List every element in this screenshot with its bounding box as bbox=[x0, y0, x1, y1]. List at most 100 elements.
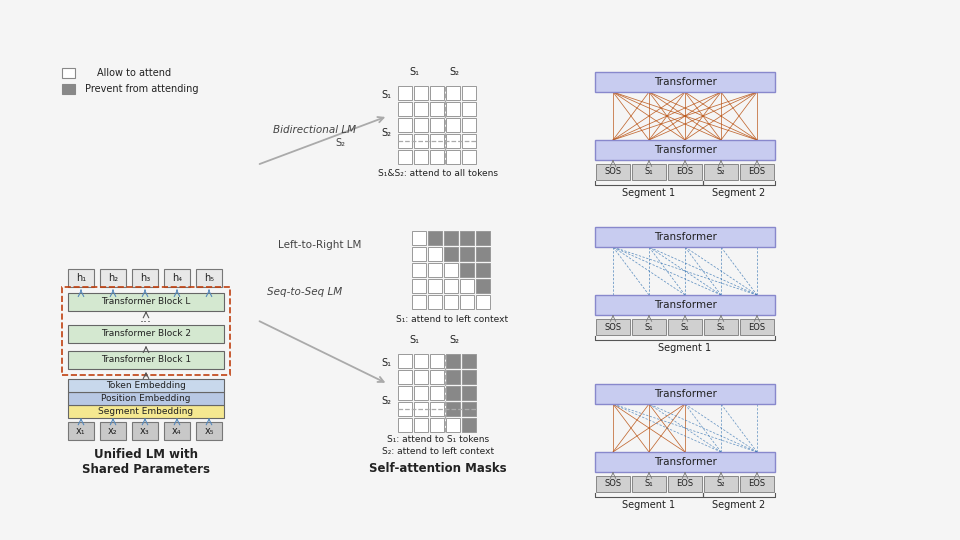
Bar bbox=[62, 287, 230, 375]
Text: S₁: S₁ bbox=[645, 167, 654, 177]
Bar bbox=[460, 231, 474, 245]
Text: x₂: x₂ bbox=[108, 426, 118, 436]
Bar bbox=[414, 402, 428, 416]
Bar bbox=[414, 386, 428, 400]
Bar bbox=[398, 370, 412, 384]
Bar bbox=[595, 72, 775, 92]
Bar bbox=[446, 386, 460, 400]
Bar bbox=[428, 247, 442, 261]
Bar bbox=[398, 402, 412, 416]
Bar bbox=[596, 476, 630, 492]
Text: Transformer: Transformer bbox=[654, 389, 716, 399]
Bar bbox=[462, 370, 476, 384]
Bar bbox=[462, 354, 476, 368]
Bar bbox=[398, 386, 412, 400]
Bar bbox=[398, 418, 412, 432]
Bar bbox=[595, 452, 775, 472]
Bar bbox=[444, 295, 458, 309]
Text: x₃: x₃ bbox=[140, 426, 150, 436]
Bar bbox=[476, 263, 490, 277]
Text: SOS: SOS bbox=[605, 480, 621, 489]
Text: Transformer: Transformer bbox=[654, 300, 716, 310]
Text: S₂: attend to left context: S₂: attend to left context bbox=[382, 448, 494, 456]
Bar bbox=[446, 402, 460, 416]
Text: Transformer Block L: Transformer Block L bbox=[102, 298, 191, 307]
Bar bbox=[100, 422, 126, 440]
Bar bbox=[398, 134, 412, 148]
Bar bbox=[414, 418, 428, 432]
Bar bbox=[428, 279, 442, 293]
Bar bbox=[444, 263, 458, 277]
Text: Transformer: Transformer bbox=[654, 145, 716, 155]
Bar bbox=[68, 325, 224, 343]
Bar bbox=[462, 118, 476, 132]
Bar bbox=[596, 319, 630, 335]
Bar bbox=[446, 418, 460, 432]
Text: Transformer Block 1: Transformer Block 1 bbox=[101, 355, 191, 364]
Text: Segment Embedding: Segment Embedding bbox=[99, 407, 194, 416]
Text: EOS: EOS bbox=[677, 167, 693, 177]
Text: S₁: S₁ bbox=[409, 335, 419, 345]
Text: SOS: SOS bbox=[605, 322, 621, 332]
Bar bbox=[740, 319, 774, 335]
Bar bbox=[398, 354, 412, 368]
Bar bbox=[412, 263, 426, 277]
Bar bbox=[632, 476, 666, 492]
Text: h₅: h₅ bbox=[204, 273, 214, 283]
Text: h₃: h₃ bbox=[140, 273, 150, 283]
Bar bbox=[62, 68, 75, 78]
Bar bbox=[460, 295, 474, 309]
Bar bbox=[595, 384, 775, 404]
Bar bbox=[476, 231, 490, 245]
Text: Segment 1: Segment 1 bbox=[659, 343, 711, 353]
Text: S₂: S₂ bbox=[449, 335, 459, 345]
Text: Segment 2: Segment 2 bbox=[712, 500, 766, 510]
Bar bbox=[444, 231, 458, 245]
Bar bbox=[428, 231, 442, 245]
Bar bbox=[595, 227, 775, 247]
Text: Transformer Block 2: Transformer Block 2 bbox=[101, 329, 191, 339]
Text: S₁: S₁ bbox=[381, 358, 391, 368]
Bar bbox=[462, 134, 476, 148]
Bar bbox=[446, 354, 460, 368]
Text: Seq-to-Seq LM: Seq-to-Seq LM bbox=[268, 287, 343, 297]
Bar bbox=[446, 118, 460, 132]
Bar bbox=[430, 102, 444, 116]
Bar bbox=[414, 354, 428, 368]
Bar bbox=[68, 379, 224, 392]
Bar bbox=[462, 418, 476, 432]
Text: Segment 1: Segment 1 bbox=[622, 500, 676, 510]
Bar bbox=[132, 422, 158, 440]
Text: Prevent from attending: Prevent from attending bbox=[85, 84, 199, 94]
Bar bbox=[462, 402, 476, 416]
Text: SOS: SOS bbox=[605, 167, 621, 177]
Bar bbox=[398, 86, 412, 100]
Text: S₁: S₁ bbox=[645, 322, 654, 332]
Bar bbox=[430, 134, 444, 148]
Bar bbox=[414, 86, 428, 100]
Text: S₁&S₂: attend to all tokens: S₁&S₂: attend to all tokens bbox=[378, 170, 498, 179]
Bar bbox=[428, 295, 442, 309]
Text: Segment 1: Segment 1 bbox=[622, 188, 676, 198]
Bar bbox=[414, 134, 428, 148]
Bar bbox=[595, 295, 775, 315]
Text: S₂: S₂ bbox=[717, 167, 725, 177]
Bar bbox=[398, 150, 412, 164]
Text: Allow to attend: Allow to attend bbox=[97, 68, 171, 78]
Bar bbox=[596, 164, 630, 180]
Bar bbox=[476, 279, 490, 293]
Text: Bidirectional LM: Bidirectional LM bbox=[274, 125, 356, 135]
Text: Token Embedding: Token Embedding bbox=[106, 381, 186, 390]
Text: S₂: S₂ bbox=[381, 128, 391, 138]
Text: S₁: S₁ bbox=[717, 322, 726, 332]
Text: S₁: S₁ bbox=[681, 322, 689, 332]
Bar bbox=[414, 118, 428, 132]
Text: Self-attention Masks: Self-attention Masks bbox=[370, 462, 507, 475]
Bar bbox=[476, 295, 490, 309]
Bar bbox=[414, 102, 428, 116]
Bar bbox=[398, 118, 412, 132]
Bar bbox=[476, 247, 490, 261]
Bar bbox=[704, 476, 738, 492]
Bar bbox=[428, 263, 442, 277]
Bar bbox=[164, 422, 190, 440]
